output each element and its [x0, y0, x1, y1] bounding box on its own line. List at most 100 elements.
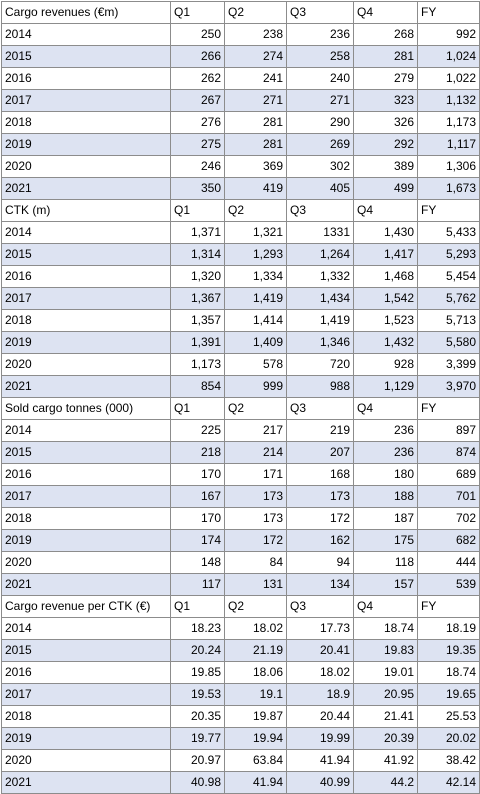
value-cell: 19.65 [417, 683, 480, 706]
value-cell: 1,414 [224, 309, 287, 332]
value-cell: 134 [286, 573, 354, 596]
section-title: Cargo revenues (€m) [1, 1, 171, 24]
value-cell: 118 [353, 551, 418, 574]
value-cell: 258 [286, 45, 354, 68]
table-row: 2018 1,357 1,414 1,419 1,523 5,713 [1, 309, 480, 332]
year-cell: 2021 [1, 573, 171, 596]
value-cell: 167 [170, 485, 225, 508]
year-cell: 2017 [1, 683, 171, 706]
column-header: Q2 [224, 199, 287, 222]
value-cell: 444 [417, 551, 480, 574]
column-header: FY [417, 595, 480, 618]
value-cell: 389 [353, 155, 418, 178]
value-cell: 19.53 [170, 683, 225, 706]
value-cell: 117 [170, 573, 225, 596]
value-cell: 292 [353, 133, 418, 156]
value-cell: 1,430 [353, 221, 418, 244]
value-cell: 323 [353, 89, 418, 112]
value-cell: 172 [286, 507, 354, 530]
section-title: Sold cargo tonnes (000) [1, 397, 171, 420]
value-cell: 302 [286, 155, 354, 178]
value-cell: 174 [170, 529, 225, 552]
value-cell: 499 [353, 177, 418, 200]
table-row: 2015 218 214 207 236 874 [1, 441, 480, 464]
value-cell: 1,117 [417, 133, 480, 156]
value-cell: 236 [353, 419, 418, 442]
value-cell: 238 [224, 23, 287, 46]
value-cell: 175 [353, 529, 418, 552]
value-cell: 240 [286, 67, 354, 90]
value-cell: 897 [417, 419, 480, 442]
value-cell: 148 [170, 551, 225, 574]
year-cell: 2020 [1, 353, 171, 376]
year-cell: 2021 [1, 375, 171, 398]
value-cell: 20.39 [353, 727, 418, 750]
table-row: 2016 262 241 240 279 1,022 [1, 67, 480, 90]
value-cell: 40.99 [286, 771, 354, 794]
value-cell: 5,762 [417, 287, 480, 310]
column-header: Q4 [353, 199, 418, 222]
column-header: Q3 [286, 595, 354, 618]
table-row: 2021 40.98 41.94 40.99 44.2 42.14 [1, 771, 480, 794]
value-cell: 21.41 [353, 705, 418, 728]
column-header: Q1 [170, 199, 225, 222]
value-cell: 5,454 [417, 265, 480, 288]
value-cell: 1,417 [353, 243, 418, 266]
value-cell: 1,409 [224, 331, 287, 354]
value-cell: 1331 [286, 221, 354, 244]
value-cell: 18.02 [224, 617, 287, 640]
value-cell: 20.24 [170, 639, 225, 662]
table-row: 2014 250 238 236 268 992 [1, 23, 480, 46]
value-cell: 279 [353, 67, 418, 90]
value-cell: 246 [170, 155, 225, 178]
value-cell: 1,264 [286, 243, 354, 266]
value-cell: 701 [417, 485, 480, 508]
value-cell: 276 [170, 111, 225, 134]
table-row: 2015 20.24 21.19 20.41 19.83 19.35 [1, 639, 480, 662]
value-cell: 290 [286, 111, 354, 134]
column-header: FY [417, 1, 480, 24]
table-row: 2014 225 217 219 236 897 [1, 419, 480, 442]
value-cell: 1,321 [224, 221, 287, 244]
year-cell: 2018 [1, 309, 171, 332]
value-cell: 3,399 [417, 353, 480, 376]
column-header: Q4 [353, 595, 418, 618]
value-cell: 268 [353, 23, 418, 46]
value-cell: 3,970 [417, 375, 480, 398]
value-cell: 250 [170, 23, 225, 46]
value-cell: 217 [224, 419, 287, 442]
value-cell: 19.83 [353, 639, 418, 662]
year-cell: 2021 [1, 771, 171, 794]
value-cell: 1,024 [417, 45, 480, 68]
value-cell: 63.84 [224, 749, 287, 772]
year-cell: 2014 [1, 617, 171, 640]
section-title: Cargo revenue per CTK (€) [1, 595, 171, 618]
table-row: 2015 266 274 258 281 1,024 [1, 45, 480, 68]
value-cell: 18.74 [353, 617, 418, 640]
value-cell: 874 [417, 441, 480, 464]
value-cell: 20.97 [170, 749, 225, 772]
value-cell: 271 [224, 89, 287, 112]
value-cell: 5,713 [417, 309, 480, 332]
value-cell: 1,132 [417, 89, 480, 112]
table-row: 2020 1,173 578 720 928 3,399 [1, 353, 480, 376]
value-cell: 41.94 [286, 749, 354, 772]
table-row: 2018 276 281 290 326 1,173 [1, 111, 480, 134]
value-cell: 18.06 [224, 661, 287, 684]
value-cell: 21.19 [224, 639, 287, 662]
section-header-row: Cargo revenues (€m) Q1 Q2 Q3 Q4 FY [1, 1, 480, 24]
table-row: 2020 246 369 302 389 1,306 [1, 155, 480, 178]
value-cell: 999 [224, 375, 287, 398]
value-cell: 18.74 [417, 661, 480, 684]
value-cell: 20.41 [286, 639, 354, 662]
column-header: Q2 [224, 595, 287, 618]
value-cell: 1,332 [286, 265, 354, 288]
value-cell: 1,419 [224, 287, 287, 310]
value-cell: 19.35 [417, 639, 480, 662]
year-cell: 2017 [1, 89, 171, 112]
value-cell: 720 [286, 353, 354, 376]
table-row: 2018 20.35 19.87 20.44 21.41 25.53 [1, 705, 480, 728]
value-cell: 274 [224, 45, 287, 68]
column-header: Q3 [286, 199, 354, 222]
column-header: Q1 [170, 595, 225, 618]
